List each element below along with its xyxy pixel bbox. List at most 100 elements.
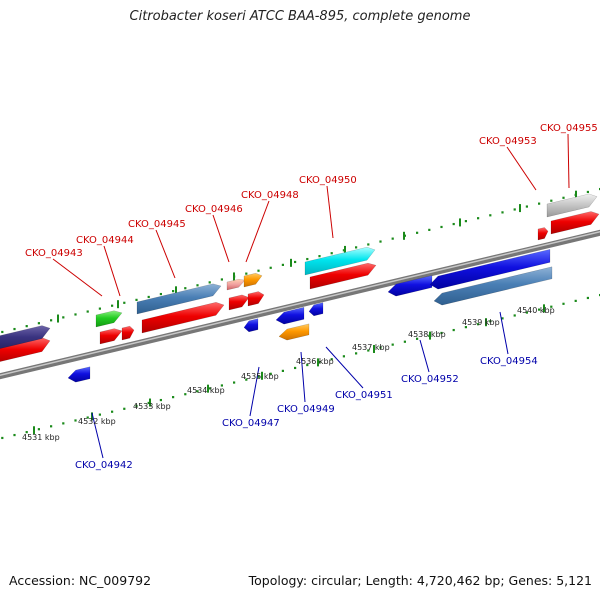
reverse-ruler-dot <box>233 381 236 384</box>
forward-ruler-dot <box>184 287 187 290</box>
reverse-ruler-dot <box>172 396 175 399</box>
gene-label-cko_04945[interactable]: CKO_04945 <box>128 219 186 230</box>
forward-ruler-dot <box>86 310 89 313</box>
gene-label-cko_04950[interactable]: CKO_04950 <box>299 175 357 186</box>
gene-box-forward <box>226 278 246 291</box>
forward-ruler-dot <box>111 304 114 307</box>
scale-label-4532: 4532 kbp <box>78 417 116 426</box>
forward-ruler-dot <box>74 313 77 316</box>
forward-ruler-dot <box>367 243 370 246</box>
forward-ruler-dot <box>355 246 358 249</box>
leader-line-cko_04950 <box>326 185 334 239</box>
gene-label-cko_04954[interactable]: CKO_04954 <box>480 356 538 367</box>
forward-ruler-dot <box>25 325 28 328</box>
reverse-ruler-dot <box>86 416 89 419</box>
reverse-ruler-dot <box>50 425 53 428</box>
gene-label-cko_04949[interactable]: CKO_04949 <box>277 404 335 415</box>
reverse-ruler-dot <box>257 375 260 378</box>
reverse-ruler-dot <box>464 326 467 329</box>
scale-label-4531: 4531 kbp <box>22 433 60 442</box>
forward-ruler-dot <box>586 190 589 194</box>
gene-label-cko_04951[interactable]: CKO_04951 <box>335 390 393 401</box>
gene-arrow-forward <box>550 211 600 235</box>
gene-label-cko_04942[interactable]: CKO_04942 <box>75 460 133 471</box>
reverse-ruler-dot <box>25 431 28 434</box>
reverse-ruler-dot <box>13 433 16 437</box>
reverse-ruler-dot <box>403 340 406 343</box>
accession-text: Accession: NC_009792 <box>9 573 152 588</box>
leader-line-cko_04944 <box>103 245 121 297</box>
leader-line-cko_04954 <box>499 311 509 355</box>
leader-line-cko_04942 <box>91 412 104 459</box>
forward-ruler-dot <box>147 295 150 299</box>
genome-summary-text: Topology: circular; Length: 4,720,462 bp… <box>248 573 592 588</box>
gene-arrow-reverse <box>243 318 259 333</box>
reverse-ruler-dot <box>184 393 187 396</box>
scale-label-4533: 4533 kbp <box>133 402 171 411</box>
gene-arrow-forward <box>247 291 265 307</box>
forward-strand-ruler <box>1 187 600 334</box>
forward-ruler-dot <box>416 231 419 234</box>
gene-label-cko_04948[interactable]: CKO_04948 <box>241 190 299 201</box>
reverse-ruler-dot <box>550 305 553 308</box>
reverse-ruler-dot <box>538 308 541 311</box>
forward-ruler-dot <box>379 240 382 243</box>
reverse-ruler-dot <box>489 320 492 323</box>
forward-ruler-dot <box>37 322 40 325</box>
reverse-ruler-dot <box>452 328 455 332</box>
gene-label-cko_04953[interactable]: CKO_04953 <box>479 136 537 147</box>
leader-line-cko_04946 <box>212 214 230 263</box>
forward-ruler-dot <box>220 278 223 281</box>
leader-line-cko_04953 <box>506 146 537 191</box>
leader-line-cko_04945 <box>155 229 176 279</box>
label-leader-lines <box>52 133 570 459</box>
gene-label-cko_04943[interactable]: CKO_04943 <box>25 248 83 259</box>
gene-label-cko_04947[interactable]: CKO_04947 <box>222 418 280 429</box>
gene-arrow-forward <box>99 328 123 345</box>
gene-box-reverse <box>433 266 553 306</box>
gene-label-cko_04944[interactable]: CKO_04944 <box>76 235 134 246</box>
forward-ruler-dot <box>257 269 260 272</box>
forward-ruler-dot <box>135 298 138 301</box>
gene-box-forward <box>95 310 123 328</box>
gene-arrow-forward <box>228 294 250 311</box>
reverse-ruler-dot <box>525 311 528 314</box>
reverse-ruler-dot <box>294 366 297 370</box>
reverse-ruler-dot <box>367 349 370 352</box>
gene-box-reverse <box>278 323 310 341</box>
gene-arrow-reverse <box>308 302 324 317</box>
forward-ruler-dot <box>294 260 297 264</box>
forward-ruler-dot <box>513 208 516 211</box>
reverse-ruler-dot <box>111 410 114 413</box>
gene-arrow-forward <box>309 262 377 290</box>
forward-ruler-dot <box>1 330 4 334</box>
gene-arrow-forward <box>141 302 225 334</box>
gene-arrow-forward <box>121 325 135 341</box>
gene-arrow-forward <box>537 227 549 241</box>
gene-features <box>0 193 600 383</box>
forward-ruler-dot <box>172 290 175 293</box>
reverse-ruler-dot <box>281 369 284 372</box>
forward-ruler-dot <box>428 228 431 231</box>
reverse-ruler-dot <box>477 323 480 326</box>
gene-label-cko_04952[interactable]: CKO_04952 <box>401 374 459 385</box>
leader-line-cko_04955 <box>567 133 570 189</box>
forward-ruler-dot <box>245 272 248 275</box>
reverse-ruler-dot <box>342 355 345 358</box>
gene-label-cko_04955[interactable]: CKO_04955 <box>540 123 598 134</box>
gene-label-cko_04946[interactable]: CKO_04946 <box>185 204 243 215</box>
scale-label-4535: 4535 kbp <box>241 372 279 381</box>
forward-ruler-dot <box>13 327 16 331</box>
reverse-ruler-dot <box>391 343 394 346</box>
gene-box-reverse-outer <box>0 325 51 349</box>
reverse-ruler-dot <box>440 331 443 335</box>
reverse-ruler-dot <box>269 372 272 375</box>
forward-ruler-dot <box>269 266 272 269</box>
scale-label-4537: 4537 kbp <box>352 343 390 352</box>
reverse-ruler-dot <box>37 428 40 431</box>
gene-arrow-reverse <box>429 248 551 290</box>
leader-line-cko_04951 <box>325 346 364 389</box>
forward-ruler-dot <box>62 316 65 319</box>
gene-box-forward <box>136 283 222 315</box>
scale-label-4539: 4539 kbp <box>462 318 500 327</box>
